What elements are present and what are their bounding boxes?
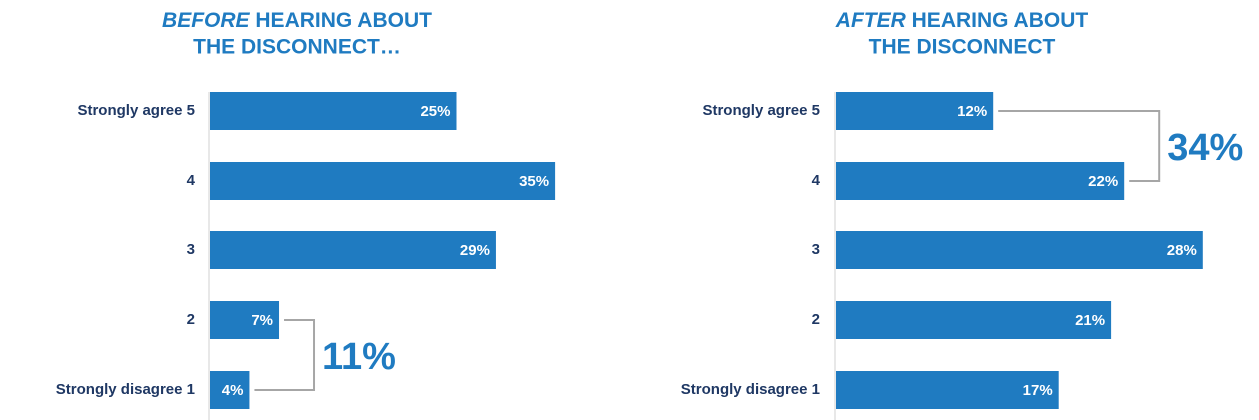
annotation: 34% — [1167, 127, 1243, 169]
category-label: Strongly agree 5 — [77, 102, 195, 119]
title-emphasis: BEFORE — [162, 9, 251, 32]
category-label: Strongly disagree 1 — [56, 381, 195, 398]
bar — [210, 371, 250, 409]
bracket — [998, 110, 1161, 182]
value-label: 7% — [251, 312, 273, 329]
category-label: 2 — [187, 311, 195, 328]
bar — [210, 231, 496, 269]
value-label: 22% — [1088, 173, 1118, 190]
title-line: HEARING ABOUT — [255, 9, 432, 32]
category-label: 3 — [812, 241, 820, 258]
annotation: 11% — [322, 336, 396, 378]
bar — [836, 301, 1112, 339]
category-label: 2 — [812, 311, 820, 328]
title-emphasis: AFTER — [835, 9, 907, 32]
category-label: 4 — [187, 172, 196, 189]
value-label: 12% — [957, 103, 987, 120]
category-label: Strongly agree 5 — [702, 102, 820, 119]
value-label: 4% — [222, 382, 244, 399]
bracket — [254, 319, 316, 391]
category-label: Strongly disagree 1 — [681, 381, 820, 398]
category-label: 3 — [187, 241, 195, 258]
title-line: HEARING ABOUT — [912, 9, 1089, 32]
bar — [210, 92, 457, 130]
bar — [836, 371, 1059, 409]
bar — [210, 162, 556, 200]
bar — [836, 231, 1203, 269]
bar — [210, 301, 280, 339]
chart-title: AFTER HEARING ABOUT — [835, 9, 1089, 32]
value-label: 25% — [420, 103, 450, 120]
value-label: 17% — [1023, 382, 1053, 399]
value-label: 28% — [1167, 242, 1197, 259]
chart-title: THE DISCONNECT… — [193, 36, 401, 59]
value-label: 35% — [519, 173, 549, 190]
bar — [836, 92, 994, 130]
chart-title: BEFORE HEARING ABOUT — [162, 9, 432, 32]
value-label: 29% — [460, 242, 490, 259]
value-label: 21% — [1075, 312, 1105, 329]
category-label: 4 — [812, 172, 821, 189]
chart-title: THE DISCONNECT — [869, 36, 1056, 59]
bar — [836, 162, 1125, 200]
